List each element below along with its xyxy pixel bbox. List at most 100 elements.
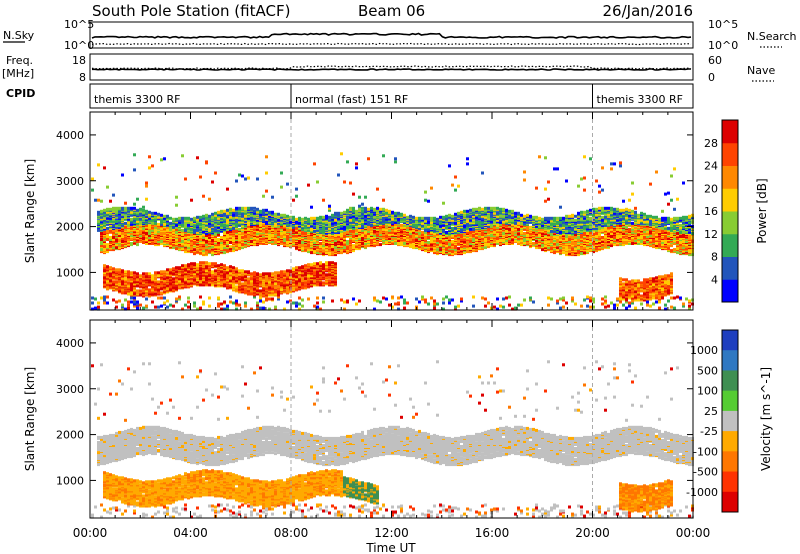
range-gate-cell <box>310 266 313 270</box>
range-gate-cell <box>235 215 238 219</box>
range-gate-cell <box>343 307 346 311</box>
range-gate-cell <box>178 295 181 299</box>
range-gate-cell <box>187 223 190 227</box>
range-gate-cell <box>268 229 271 233</box>
range-gate-cell <box>274 282 277 286</box>
range-gate-cell <box>373 298 376 302</box>
range-gate-cell <box>388 222 391 226</box>
range-gate-cell <box>301 217 304 221</box>
range-gate-cell <box>277 218 280 222</box>
range-gate-cell <box>418 232 421 235</box>
range-gate-cell <box>349 225 352 229</box>
range-gate-cell <box>184 283 187 287</box>
range-gate-cell <box>283 241 286 244</box>
range-gate-cell <box>433 216 436 220</box>
range-gate-cell <box>145 228 148 232</box>
range-gate-cell <box>127 281 130 285</box>
range-gate-cell <box>295 285 298 289</box>
range-gate-cell <box>376 299 379 303</box>
freq-frame <box>89 53 694 81</box>
range-gate-cell <box>187 216 190 220</box>
range-gate-cell <box>250 307 253 311</box>
range-gate-cell <box>181 228 184 232</box>
range-gate-cell <box>343 248 346 252</box>
range-gate-cell <box>340 152 343 156</box>
range-gate-cell <box>364 230 367 234</box>
range-gate-cell <box>133 274 136 278</box>
range-gate-cell <box>424 230 427 234</box>
range-gate-cell <box>118 232 121 235</box>
range-gate-cell <box>310 284 313 288</box>
range-gate-cell <box>292 239 295 242</box>
range-gate-cell <box>133 302 136 306</box>
range-gate-cell <box>364 216 367 220</box>
range-gate-cell <box>313 304 316 308</box>
range-gate-cell <box>169 216 172 220</box>
range-gate-cell <box>193 216 196 220</box>
range-gate-cell <box>322 281 325 285</box>
range-gate-cell <box>433 302 436 306</box>
range-gate-cell <box>367 222 370 226</box>
range-gate-cell <box>247 281 250 285</box>
range-gate-cell <box>328 266 331 270</box>
range-gate-cell <box>121 206 124 210</box>
range-gate-cell <box>295 304 298 308</box>
range-gate-cell <box>217 296 220 300</box>
range-gate-cell <box>133 300 136 304</box>
range-gate-cell <box>295 266 298 270</box>
range-gate-cell <box>247 286 250 290</box>
range-gate-cell <box>160 270 163 274</box>
range-gate-cell <box>424 237 427 240</box>
range-gate-cell <box>175 240 178 243</box>
range-gate-cell <box>103 245 106 249</box>
range-gate-cell <box>373 229 376 233</box>
range-gate-cell <box>397 241 400 244</box>
range-gate-cell <box>109 269 112 273</box>
range-gate-cell <box>427 216 430 220</box>
range-gate-cell <box>394 237 397 240</box>
range-gate-cell <box>220 209 223 213</box>
range-gate-cell <box>385 208 388 212</box>
range-gate-cell <box>193 270 196 274</box>
range-gate-cell <box>94 306 97 310</box>
range-gate-cell <box>163 274 166 278</box>
range-gate-cell <box>355 211 358 215</box>
range-gate-cell <box>127 209 130 213</box>
range-gate-cell <box>268 283 271 287</box>
range-gate-cell <box>217 216 220 220</box>
range-gate-cell <box>394 241 397 244</box>
range-gate-cell <box>229 210 232 214</box>
range-gate-cell <box>208 224 211 228</box>
range-gate-cell <box>139 207 142 211</box>
range-gate-cell <box>382 216 385 220</box>
range-gate-cell <box>175 286 178 290</box>
range-gate-cell <box>331 236 334 239</box>
range-gate-cell <box>364 206 367 210</box>
range-gate-cell <box>127 303 130 307</box>
range-gate-cell <box>187 263 190 267</box>
range-gate-cell <box>259 291 262 295</box>
range-gate-cell <box>340 232 343 235</box>
range-gate-cell <box>292 272 295 276</box>
range-gate-cell <box>148 288 151 292</box>
range-gate-cell <box>202 261 205 265</box>
range-gate-cell <box>151 274 154 278</box>
range-gate-cell <box>430 186 433 190</box>
range-gate-cell <box>130 296 133 300</box>
range-gate-cell <box>229 238 232 241</box>
range-gate-cell <box>313 219 316 223</box>
range-gate-cell <box>271 217 274 221</box>
range-gate-cell <box>187 246 190 250</box>
range-gate-cell <box>91 296 94 300</box>
range-gate-cell <box>208 197 211 201</box>
range-gate-cell <box>316 246 319 250</box>
range-gate-cell <box>268 220 271 224</box>
range-gate-cell <box>247 224 250 228</box>
range-gate-cell <box>271 210 274 214</box>
range-gate-cell <box>355 245 358 249</box>
range-gate-cell <box>103 218 106 222</box>
range-gate-cell <box>97 307 100 311</box>
range-gate-cell <box>316 270 319 274</box>
cpid-segments: themis 3300 RF normal (fast) 151 RF themis… <box>94 84 683 108</box>
range-gate-cell <box>283 307 286 311</box>
